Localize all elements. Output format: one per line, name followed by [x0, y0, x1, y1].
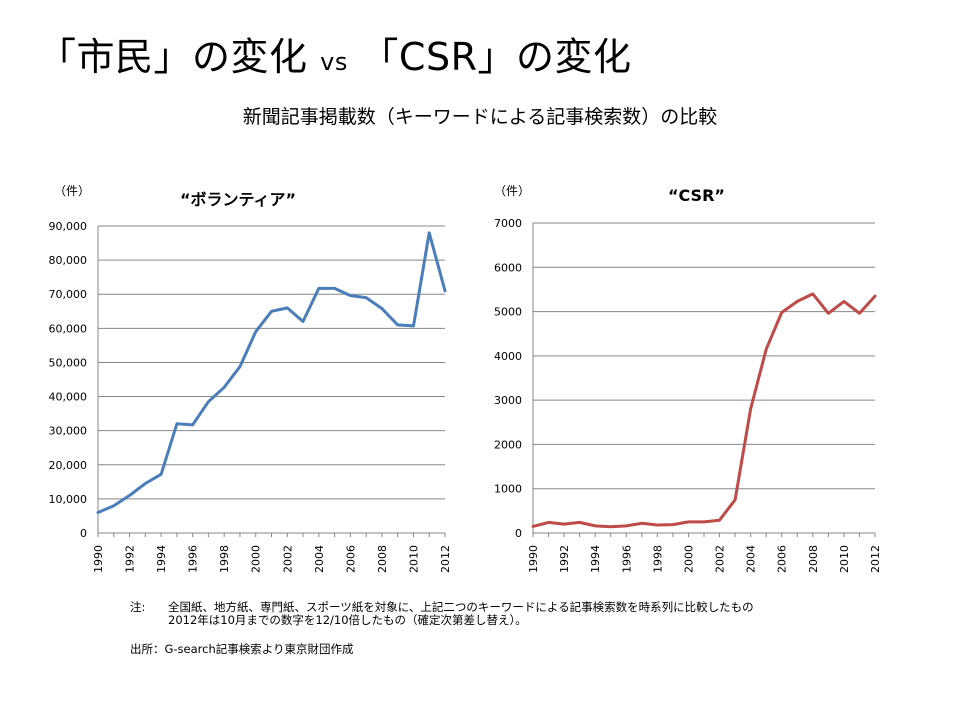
volunteer-x-tick-label: 2000 — [250, 545, 263, 573]
csr-unit-label: （件） — [494, 184, 531, 198]
volunteer-y-tick-label: 90,000 — [49, 220, 88, 233]
volunteer-unit-label: （件） — [54, 184, 91, 198]
volunteer-chart-title: “ボランティア” — [180, 190, 297, 209]
csr-x-tick-label: 2008 — [807, 545, 820, 573]
csr-y-tick-label: 5000 — [494, 306, 522, 319]
volunteer-x-tick-label: 2006 — [344, 545, 357, 573]
note-line-1: 全国紙、地方紙、専門紙、スポーツ紙を対象に、上記二つのキーワードによる記事検索数… — [168, 600, 754, 614]
csr-y-tick-label: 6000 — [494, 261, 522, 274]
csr-series-line — [531, 292, 877, 529]
volunteer-y-tick-label: 50,000 — [49, 356, 88, 369]
csr-x-tick-label: 1998 — [651, 545, 664, 573]
csr-x-tick-label: 1994 — [589, 545, 602, 573]
csr-x-tick-label: 2004 — [745, 545, 758, 573]
slide-title-vs: vs — [320, 48, 348, 76]
csr-x-tick-label: 2010 — [838, 545, 851, 573]
volunteer-x-tick-label: 1994 — [155, 545, 168, 573]
volunteer-y-tick-label: 20,000 — [49, 459, 88, 472]
csr-x-tick-label: 2002 — [714, 545, 727, 573]
volunteer-y-tick-label: 70,000 — [49, 288, 88, 301]
csr-y-tick-label: 7000 — [494, 217, 522, 230]
volunteer-x-tick-label: 1990 — [92, 545, 105, 573]
volunteer-x-tick-label: 2010 — [407, 545, 420, 573]
volunteer-x-tick-label: 2004 — [313, 545, 326, 573]
csr-x-tick-label: 1992 — [558, 545, 571, 573]
volunteer-y-tick-label: 80,000 — [49, 254, 88, 267]
csr-chart-title: “CSR” — [668, 186, 725, 205]
slide-title: 「市民」の変化 vs 「CSR」の変化 — [38, 26, 631, 81]
volunteer-y-tick-label: 30,000 — [49, 425, 88, 438]
slide-title-part-b: 「CSR」の変化 — [360, 35, 632, 79]
slide-title-part-a: 「市民」の変化 — [38, 35, 308, 79]
csr-y-tick-label: 1000 — [494, 483, 522, 496]
source-note: 出所：G-search記事検索より東京財団作成 — [130, 642, 354, 656]
csr-y-tick-label: 3000 — [494, 394, 522, 407]
volunteer-y-tick-label: 10,000 — [49, 493, 88, 506]
volunteer-x-tick-label: 2008 — [376, 545, 389, 573]
csr-y-tick-label: 4000 — [494, 350, 522, 363]
volunteer-y-tick-label: 40,000 — [49, 391, 88, 404]
note-label: 注: — [130, 600, 146, 614]
volunteer-x-tick-label: 1992 — [124, 545, 137, 573]
csr-x-tick-label: 2006 — [776, 545, 789, 573]
volunteer-y-tick-label: 60,000 — [49, 322, 88, 335]
volunteer-y-tick-label: 0 — [80, 527, 87, 540]
volunteer-x-tick-label: 1998 — [218, 545, 231, 573]
csr-x-tick-label: 2012 — [869, 545, 882, 573]
csr-x-tick-label: 1990 — [527, 545, 540, 573]
csr-x-tick-label: 2000 — [682, 545, 695, 573]
volunteer-x-tick-label: 1996 — [187, 545, 200, 573]
note-line-2: 2012年は10月までの数字を12/10倍したもの（確定次第差し替え）。 — [168, 613, 527, 627]
slide-subtitle: 新聞記事掲載数（キーワードによる記事検索数）の比較 — [242, 106, 718, 128]
csr-y-tick-label: 0 — [515, 527, 522, 540]
csr-x-tick-label: 1996 — [620, 545, 633, 573]
csr-y-tick-label: 2000 — [494, 438, 522, 451]
volunteer-x-tick-label: 2002 — [281, 545, 294, 573]
volunteer-x-tick-label: 2012 — [439, 545, 452, 573]
